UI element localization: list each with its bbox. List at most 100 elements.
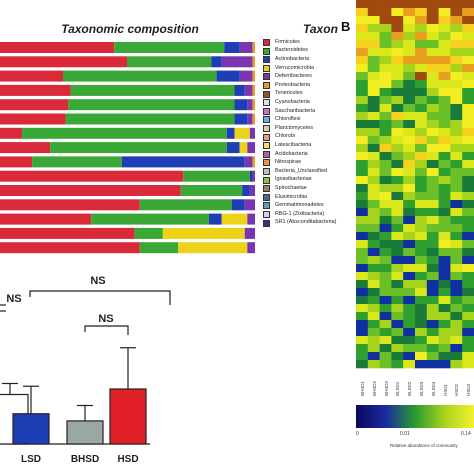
heatmap-cell xyxy=(403,0,416,9)
heatmap-cell xyxy=(367,264,380,273)
stack-segment-verrucomicrobia xyxy=(178,242,248,254)
heatmap-cell xyxy=(379,48,392,57)
heatmap-cell xyxy=(450,240,463,249)
legend-label: SR1 (Absconditabacteria) xyxy=(275,219,337,226)
stack-segment-deferribacteres xyxy=(244,156,253,168)
heatmap-cell xyxy=(415,168,428,177)
heatmap-cell xyxy=(426,80,439,89)
heatmap-cell xyxy=(438,152,451,161)
stack-segment-deferribacteres xyxy=(247,113,253,125)
heatmap-cell xyxy=(415,304,428,313)
heatmap-cell xyxy=(391,8,404,17)
heatmap-cell xyxy=(367,200,380,209)
heatmap-cell xyxy=(450,24,463,33)
legend-label: Bacteria_Unclassified xyxy=(275,167,327,174)
heatmap-cell xyxy=(426,40,439,49)
significance-label: NS xyxy=(98,313,113,325)
stack-segment-bacteroidetes xyxy=(68,99,235,111)
legend-label: Verrucomicrobia xyxy=(275,64,314,71)
heatmap-cell xyxy=(403,328,416,337)
heatmap-cell xyxy=(367,16,380,25)
heatmap-cell xyxy=(379,328,392,337)
heatmap-cell xyxy=(403,280,416,289)
heatmap-cell xyxy=(367,32,380,41)
legend-label: Actinobacteria xyxy=(275,55,310,62)
heatmap-cell xyxy=(379,160,392,169)
heatmap-cell xyxy=(356,328,369,337)
heatmap-cell xyxy=(426,240,439,249)
heatmap-cell xyxy=(403,80,416,89)
heatmap-cell xyxy=(462,80,474,89)
heatmap-cell xyxy=(391,56,404,65)
heatmap-cell xyxy=(415,0,428,9)
legend-item: RBG-1 (Zixibacteria) xyxy=(263,210,324,219)
heatmap-cell xyxy=(415,312,428,321)
heatmap-cell xyxy=(415,208,428,217)
heatmap-cell xyxy=(391,240,404,249)
stack-segment-firmicutes xyxy=(0,199,140,211)
heatmap-cell xyxy=(391,176,404,185)
heatmap-cell xyxy=(415,272,428,281)
heatmap-cell xyxy=(403,248,416,257)
heatmap-cell xyxy=(415,88,428,97)
stack-segment-firmicutes xyxy=(0,42,115,53)
heatmap-cell xyxy=(367,80,380,89)
significance-label: NS xyxy=(6,293,21,305)
heatmap-cell xyxy=(450,288,463,297)
heatmap-cell xyxy=(462,8,474,17)
heatmap-cell xyxy=(367,136,380,145)
heatmap-cell xyxy=(391,232,404,241)
heatmap-column-label: HSD1 xyxy=(442,383,448,396)
heatmap-cell xyxy=(403,96,416,105)
stack-segment-proteobacteria xyxy=(252,56,255,68)
heatmap-cell xyxy=(379,336,392,345)
heatmap-cell xyxy=(462,232,474,241)
heatmap-cell xyxy=(450,192,463,201)
heatmap-cell xyxy=(356,232,369,241)
stack-segment-deferribacteres xyxy=(244,227,255,239)
colorbar-tick: 0.01 xyxy=(400,431,410,437)
heatmap-cell xyxy=(438,0,451,9)
stack-segment-bacteroidetes xyxy=(22,127,227,139)
heatmap-cell xyxy=(462,120,474,129)
heatmap-cell xyxy=(415,344,428,353)
stack-segment-firmicutes xyxy=(0,227,135,239)
heatmap-cell xyxy=(367,216,380,225)
legend-swatch xyxy=(263,185,270,193)
heatmap-cell xyxy=(438,352,451,361)
heatmap-cell xyxy=(356,288,369,297)
heatmap-cell xyxy=(367,96,380,105)
heatmap-cell xyxy=(379,120,392,129)
colorbar-label: Relative abundance of community xyxy=(390,443,458,448)
heatmap-cell xyxy=(379,312,392,321)
heatmap-cell xyxy=(367,224,380,233)
heatmap-cell xyxy=(426,320,439,329)
heatmap-cell xyxy=(438,96,451,105)
heatmap-cell xyxy=(415,120,428,129)
heatmap-cell xyxy=(450,336,463,345)
heatmap-cell xyxy=(462,24,474,33)
heatmap-cell xyxy=(462,336,474,345)
legend-swatch xyxy=(263,168,270,175)
heatmap-cell xyxy=(356,32,369,41)
heatmap-cell xyxy=(367,208,380,217)
heatmap-cell xyxy=(450,8,463,17)
stack-segment-deferribacteres xyxy=(244,84,253,96)
heatmap-cell xyxy=(415,160,428,169)
heatmap-cell xyxy=(438,64,451,73)
heatmap-column-label: BLSD2 xyxy=(407,381,413,396)
heatmap-cell xyxy=(403,24,416,33)
heatmap-cell xyxy=(426,280,439,289)
heatmap-cell xyxy=(391,104,404,113)
heatmap-cell xyxy=(462,280,474,289)
heatmap-cell xyxy=(391,200,404,209)
heatmap-cell xyxy=(403,184,416,193)
heatmap-cell xyxy=(450,128,463,137)
heatmap-cell xyxy=(379,152,392,161)
legend-item: Spirochaetae xyxy=(263,184,307,193)
heatmap-cell xyxy=(426,96,439,105)
heatmap-cell xyxy=(415,360,428,369)
heatmap-cell xyxy=(415,280,428,289)
stack-segment-actinobacteria xyxy=(226,142,240,154)
bar-chart: LSD BHSD HSD NS NS NS xyxy=(0,275,171,465)
